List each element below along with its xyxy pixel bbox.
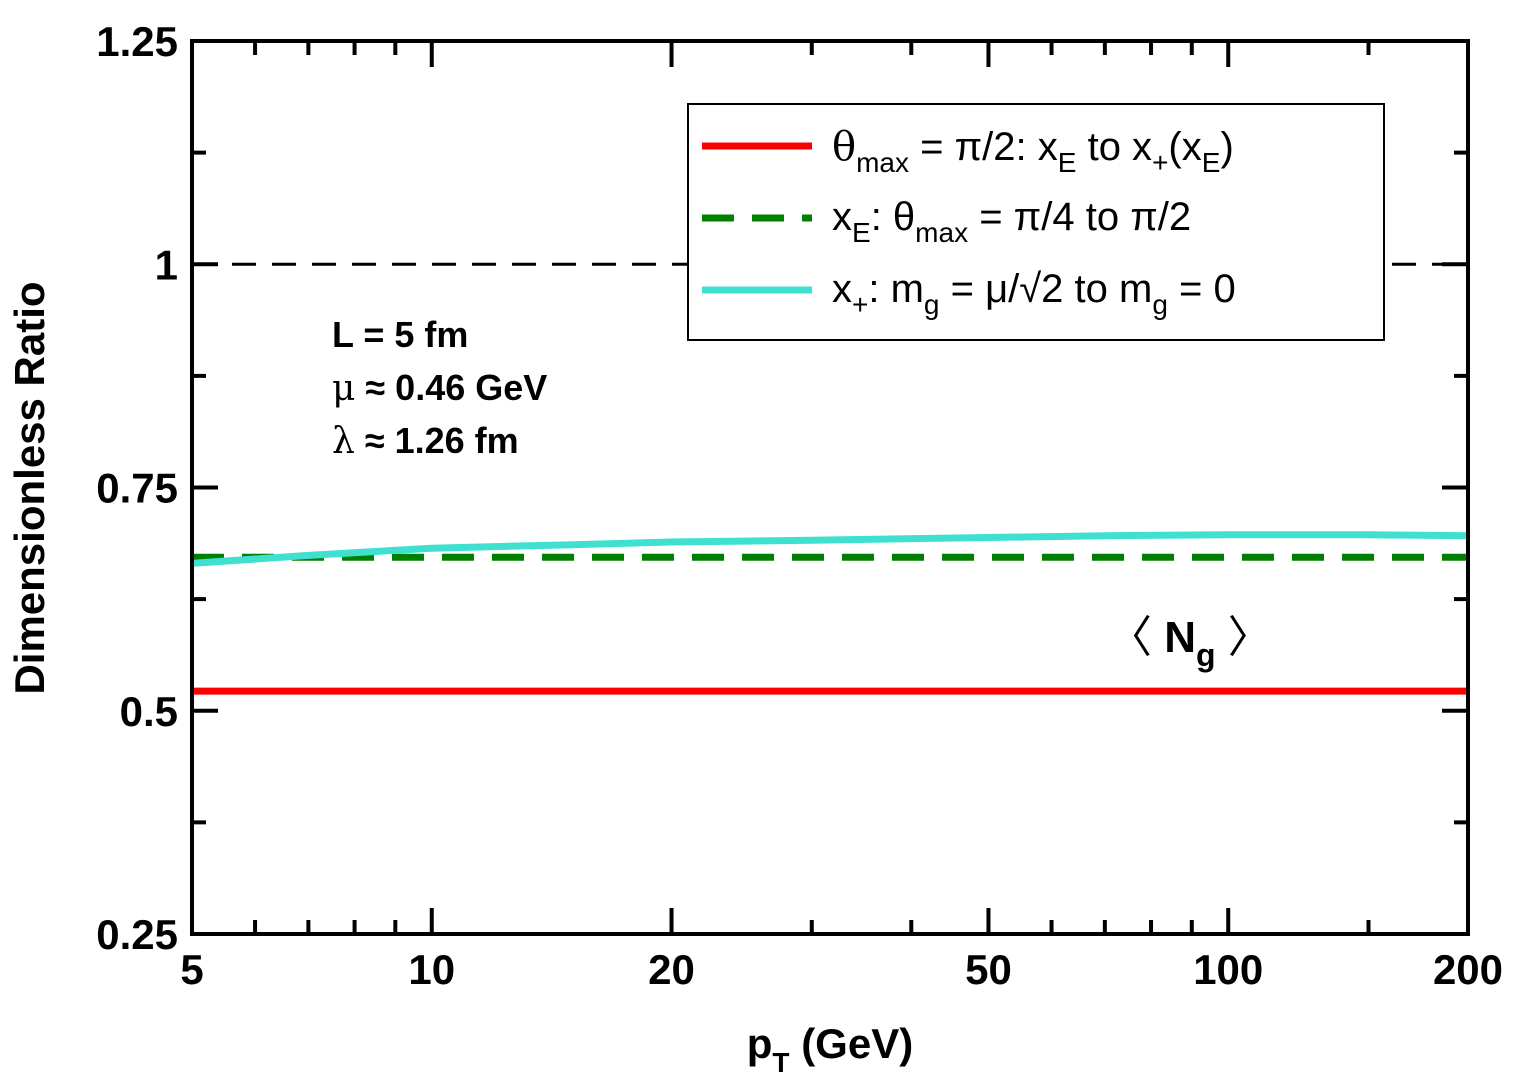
xtick-label: 50	[965, 946, 1012, 993]
parameter-annotations: L = 5 fm μ ≈ 0.46 GeV λ ≈ 1.26 fm	[332, 314, 547, 462]
xtick-label: 200	[1433, 946, 1503, 993]
legend-label-green: xE: θmax = π/4 to π/2	[832, 195, 1191, 248]
x-axis-title: pT (GeV)	[747, 1020, 913, 1078]
legend: θmax = π/2: xE to x+(xE) xE: θmax = π/4 …	[687, 103, 1385, 341]
xtick-label: 100	[1193, 946, 1263, 993]
legend-label-red: θmax = π/2: xE to x+(xE)	[832, 124, 1234, 178]
series-line-2	[191, 531, 1469, 567]
xtick-label: 20	[648, 946, 695, 993]
legend-label-turquoise: x+: mg = μ/√2 to mg = 0	[832, 267, 1236, 320]
annotation-lambda: λ ≈ 1.26 fm	[332, 420, 519, 462]
annotation-mu: μ ≈ 0.46 GeV	[332, 367, 547, 409]
ytick-label: 1	[155, 241, 178, 288]
y-axis-title: Dimensionless Ratio	[6, 281, 53, 694]
observable-label: 〈 Ng 〉	[1108, 613, 1272, 673]
ytick-label: 0.75	[96, 465, 178, 512]
ytick-label: 1.25	[96, 18, 178, 65]
ytick-label: 0.5	[120, 688, 178, 735]
annotation-length: L = 5 fm	[332, 314, 468, 355]
xtick-label: 10	[408, 946, 455, 993]
ytick-label: 0.25	[96, 911, 178, 958]
xtick-label: 5	[180, 946, 203, 993]
plot-frame	[190, 39, 1470, 936]
